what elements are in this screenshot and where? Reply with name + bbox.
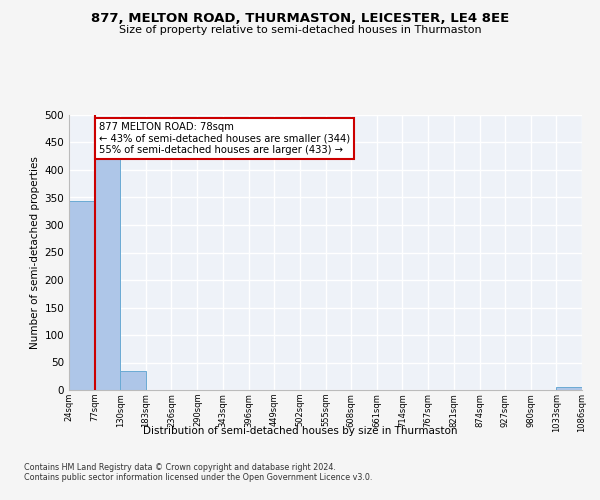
Bar: [556, 387, 582, 390]
Y-axis label: Number of semi-detached properties: Number of semi-detached properties: [30, 156, 40, 349]
Text: 877, MELTON ROAD, THURMASTON, LEICESTER, LE4 8EE: 877, MELTON ROAD, THURMASTON, LEICESTER,…: [91, 12, 509, 26]
Text: Contains HM Land Registry data © Crown copyright and database right 2024.
Contai: Contains HM Land Registry data © Crown c…: [24, 462, 373, 482]
Text: Size of property relative to semi-detached houses in Thurmaston: Size of property relative to semi-detach…: [119, 25, 481, 35]
Bar: [120, 371, 146, 390]
Bar: [95, 159, 120, 390]
Text: 877 MELTON ROAD: 78sqm
← 43% of semi-detached houses are smaller (344)
55% of se: 877 MELTON ROAD: 78sqm ← 43% of semi-det…: [99, 122, 350, 155]
Bar: [69, 201, 95, 390]
Text: Distribution of semi-detached houses by size in Thurmaston: Distribution of semi-detached houses by …: [143, 426, 457, 436]
